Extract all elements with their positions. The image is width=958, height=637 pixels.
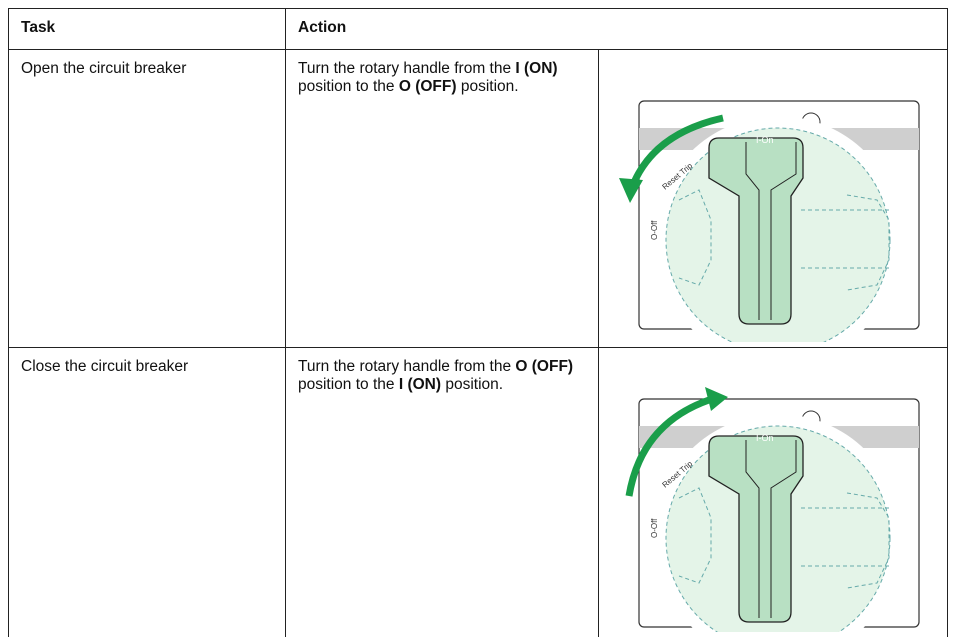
action-text: position. [457, 78, 519, 95]
action-text: position to the [298, 376, 399, 393]
rotary-handle-illustration: I-On Reset Trip O-Off [599, 50, 947, 342]
action-bold-text: I (ON) [399, 376, 441, 393]
figure-cell: I-On Reset Trip O-Off [599, 50, 948, 348]
action-bold-text: I (ON) [515, 60, 557, 77]
off-label: O-Off [650, 518, 659, 538]
action-text: Turn the rotary handle from the [298, 60, 515, 77]
on-label: I-On [756, 433, 774, 443]
header-cell: Task [9, 9, 286, 50]
action-text: Turn the rotary handle from the [298, 358, 515, 375]
on-label: I-On [756, 135, 774, 145]
header-cell: Action [286, 9, 948, 50]
action-text: position. [441, 376, 503, 393]
action-cell: Turn the rotary handle from the O (OFF) … [286, 348, 599, 637]
action-cell: Turn the rotary handle from the I (ON) p… [286, 50, 599, 348]
figure-cell: I-On Reset Trip O-Off [599, 348, 948, 637]
action-bold-text: O (OFF) [399, 78, 457, 95]
action-bold-text: O (OFF) [515, 358, 573, 375]
action-text: position to the [298, 78, 399, 95]
task-cell: Close the circuit breaker [9, 348, 286, 637]
rotary-handle-illustration: I-On Reset Trip O-Off [599, 348, 947, 632]
header-row: Task Action [9, 9, 948, 50]
off-label: O-Off [650, 220, 659, 240]
task-cell: Open the circuit breaker [9, 50, 286, 348]
